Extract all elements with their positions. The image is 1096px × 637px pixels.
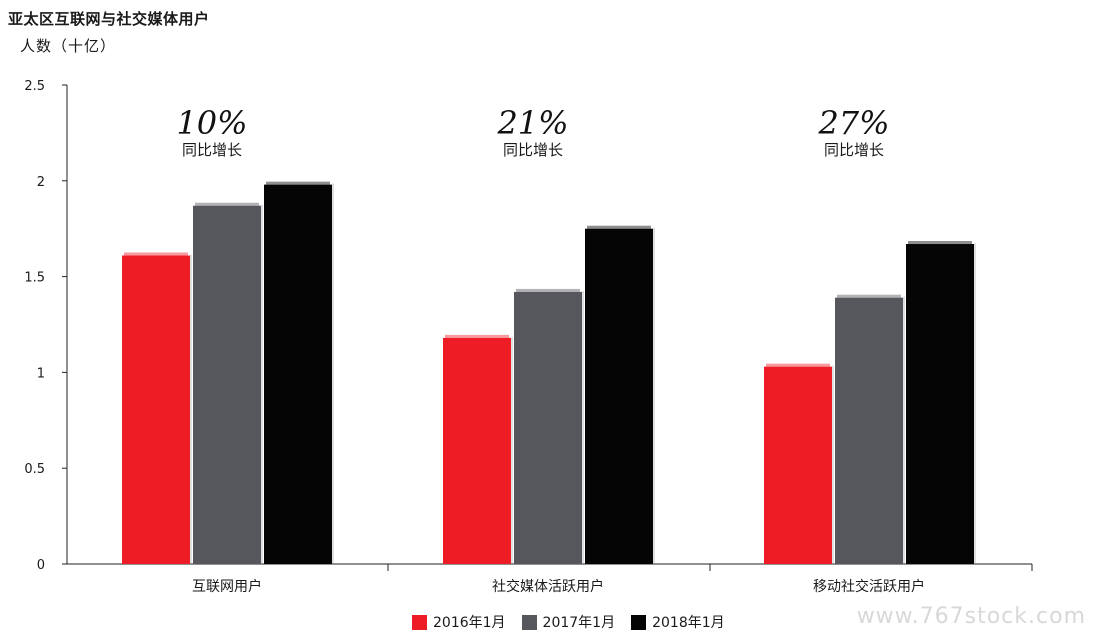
bar-1-0 (443, 337, 511, 564)
legend-item-2016: 2016年1月 (412, 612, 506, 632)
x-category-label-0: 互联网用户 (192, 578, 262, 595)
y-tick-label-4: 2 (37, 175, 45, 190)
y-tick-label-0: 0 (37, 558, 45, 573)
y-tick-label-2: 1 (37, 366, 45, 381)
growth-value-0: 10% (176, 104, 247, 142)
bar-top-2-0 (766, 363, 830, 367)
bar-top-0-0 (124, 252, 188, 256)
legend-swatch-2016 (412, 614, 427, 630)
legend-label-2018: 2018年1月 (652, 615, 725, 631)
bar-2-0 (764, 366, 832, 564)
bar-top-0-2 (266, 181, 330, 185)
growth-label-0: 同比增长 (182, 141, 242, 159)
growth-value-1: 21% (496, 104, 568, 142)
legend-label-2016: 2016年1月 (433, 615, 506, 631)
x-category-label-1: 社交媒体活跃用户 (492, 578, 604, 595)
bar-top-0-1 (195, 202, 259, 206)
bar-top-1-2 (587, 225, 651, 229)
growth-value-2: 27% (817, 104, 889, 142)
bar-2-1 (835, 297, 903, 564)
bar-0-0 (122, 255, 190, 565)
bar-1-2 (585, 228, 653, 564)
bar-0-2 (264, 184, 332, 564)
bar-top-1-1 (516, 288, 580, 292)
legend-label-2017: 2017年1月 (542, 615, 616, 631)
bar-2-2 (906, 244, 974, 564)
legend-item-2018: 2018年1月 (631, 612, 725, 632)
chart-title: 亚太区互联网与社交媒体用户 (8, 10, 210, 28)
legend-swatch-2018 (631, 614, 647, 630)
growth-label-1: 同比增长 (503, 141, 563, 159)
y-tick-label-3: 1.5 (24, 271, 45, 286)
y-axis-label: 人数（十亿） (20, 37, 117, 55)
bar-0-1 (193, 205, 261, 564)
x-category-label-2: 移动社交活跃用户 (813, 578, 925, 595)
y-tick-label-5: 2.5 (24, 79, 45, 94)
bar-top-1-0 (445, 334, 509, 338)
y-tick-label-1: 0.5 (24, 462, 45, 477)
bar-top-2-2 (908, 241, 972, 245)
growth-label-2: 同比增长 (824, 141, 884, 159)
legend-swatch-2017 (521, 614, 537, 630)
bar-top-2-1 (837, 294, 901, 298)
legend: 2016年1月 2017年1月 2018年1月 (412, 612, 725, 632)
legend-item-2017: 2017年1月 (521, 612, 616, 632)
watermark: www.767stock.com (856, 604, 1086, 629)
bar-1-1 (514, 291, 582, 564)
